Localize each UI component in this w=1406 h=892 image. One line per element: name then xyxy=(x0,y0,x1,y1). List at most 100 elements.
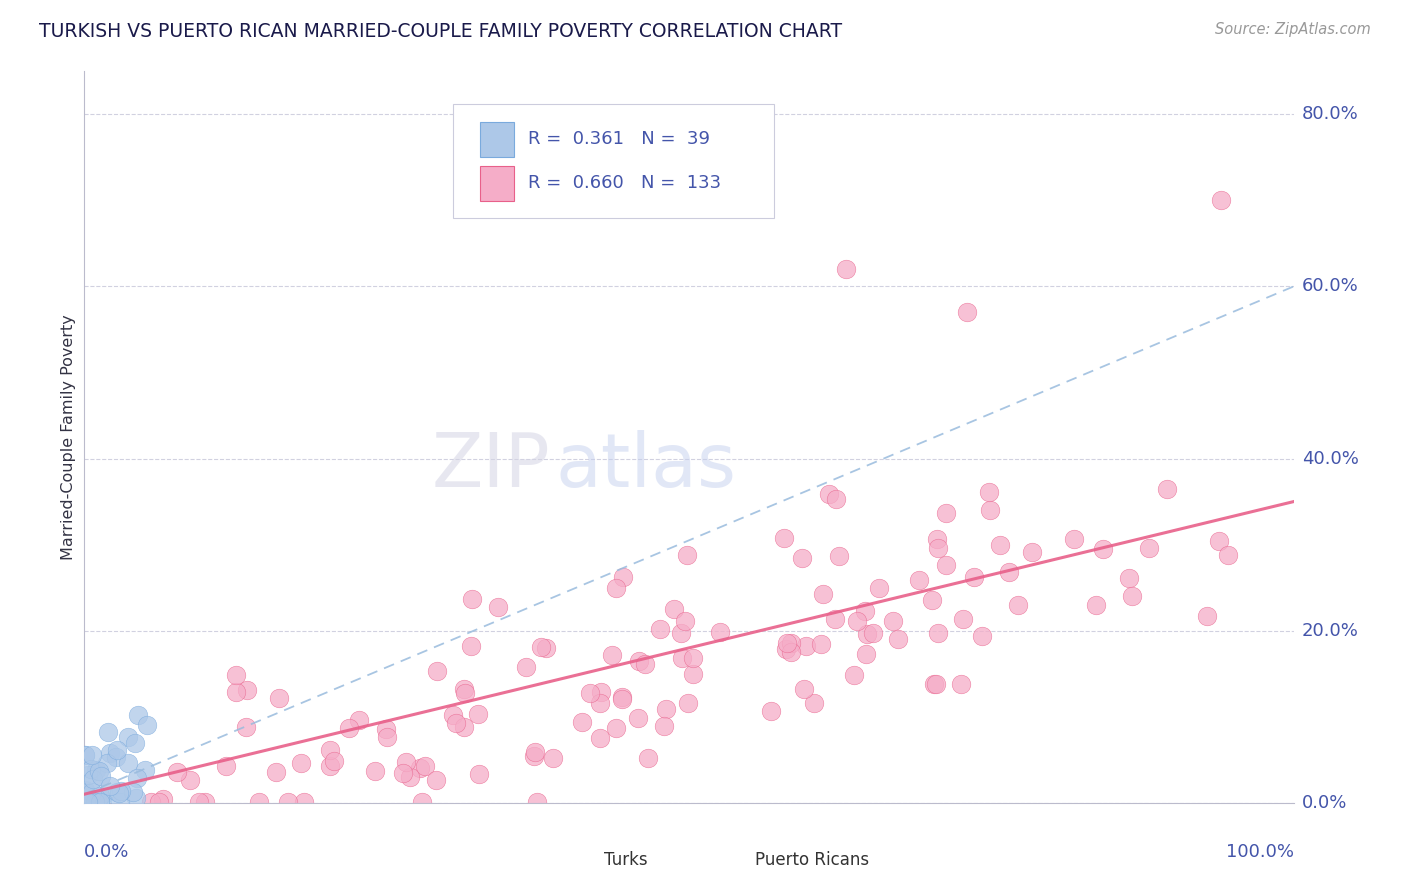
Point xyxy=(810,637,832,651)
Text: atlas: atlas xyxy=(555,430,737,503)
Point xyxy=(673,614,696,628)
Point xyxy=(84,795,107,809)
Point xyxy=(486,599,509,614)
Point xyxy=(267,691,290,706)
Point xyxy=(467,706,489,721)
Point xyxy=(1137,541,1160,555)
Point xyxy=(835,262,858,277)
Text: R =  0.361   N =  39: R = 0.361 N = 39 xyxy=(529,130,710,148)
Point xyxy=(922,677,945,691)
Point xyxy=(152,791,174,805)
Text: Source: ZipAtlas.com: Source: ZipAtlas.com xyxy=(1215,22,1371,37)
Point xyxy=(818,487,841,501)
Point xyxy=(77,795,100,809)
Point xyxy=(98,746,121,760)
Point xyxy=(319,743,342,757)
Point xyxy=(82,772,104,786)
Point xyxy=(794,639,817,653)
Point xyxy=(73,747,96,762)
Text: R =  0.660   N =  133: R = 0.660 N = 133 xyxy=(529,174,721,193)
Point xyxy=(235,720,257,734)
Point xyxy=(264,765,287,780)
Point xyxy=(921,593,943,607)
Point xyxy=(952,612,974,626)
Point xyxy=(1197,608,1219,623)
Point xyxy=(247,795,270,809)
Point xyxy=(188,795,211,809)
Point xyxy=(349,713,371,727)
Point xyxy=(1209,194,1232,208)
Point xyxy=(225,668,247,682)
Point xyxy=(526,795,548,809)
Point xyxy=(886,632,908,646)
Point xyxy=(855,647,877,661)
Point xyxy=(461,591,484,606)
Point xyxy=(844,668,866,682)
Point xyxy=(80,785,103,799)
Point xyxy=(166,765,188,780)
Point xyxy=(453,681,475,696)
Point xyxy=(1063,533,1085,547)
FancyBboxPatch shape xyxy=(479,166,513,201)
Point xyxy=(868,581,890,595)
Text: 60.0%: 60.0% xyxy=(1302,277,1358,295)
Point xyxy=(662,601,685,615)
Point xyxy=(628,654,651,668)
Point xyxy=(395,755,418,769)
Point xyxy=(110,784,132,798)
Point xyxy=(1085,599,1108,613)
Text: ZIP: ZIP xyxy=(432,430,550,503)
Point xyxy=(98,779,121,793)
Point xyxy=(80,763,103,777)
Point xyxy=(828,549,851,564)
Point xyxy=(571,714,593,729)
Point xyxy=(292,795,315,809)
Point xyxy=(655,701,678,715)
Point xyxy=(803,696,825,710)
Point xyxy=(444,716,467,731)
Point xyxy=(415,759,437,773)
Point xyxy=(179,772,201,787)
Point xyxy=(1091,541,1114,556)
Point xyxy=(77,768,100,782)
Y-axis label: Married-Couple Family Poverty: Married-Couple Family Poverty xyxy=(60,314,76,560)
Point xyxy=(73,782,96,797)
Point xyxy=(637,751,659,765)
Point xyxy=(862,626,884,640)
Point xyxy=(122,785,145,799)
Point xyxy=(194,795,217,809)
Text: 40.0%: 40.0% xyxy=(1302,450,1358,467)
FancyBboxPatch shape xyxy=(479,122,513,157)
Point xyxy=(776,636,799,650)
Point xyxy=(323,754,346,768)
Point xyxy=(907,573,929,587)
Point xyxy=(605,581,627,595)
Point xyxy=(97,725,120,739)
Point xyxy=(759,704,782,718)
Point xyxy=(793,681,815,696)
Point xyxy=(80,748,103,763)
Point xyxy=(671,651,693,665)
Point xyxy=(90,792,112,806)
Point xyxy=(117,730,139,744)
Point xyxy=(89,789,111,803)
Point xyxy=(399,770,422,784)
Point xyxy=(792,551,814,566)
Point xyxy=(375,722,398,736)
Point xyxy=(425,773,447,788)
Point xyxy=(678,696,700,710)
Point xyxy=(612,570,634,584)
Point xyxy=(225,685,247,699)
Point xyxy=(409,761,432,775)
Point xyxy=(682,666,704,681)
Point xyxy=(845,614,868,628)
Point xyxy=(882,614,904,628)
Point xyxy=(652,719,675,733)
Point xyxy=(134,764,156,778)
Point xyxy=(236,683,259,698)
Point xyxy=(75,786,97,800)
Point xyxy=(148,795,170,809)
Point xyxy=(780,645,803,659)
Point xyxy=(1118,571,1140,585)
Point xyxy=(600,648,623,663)
